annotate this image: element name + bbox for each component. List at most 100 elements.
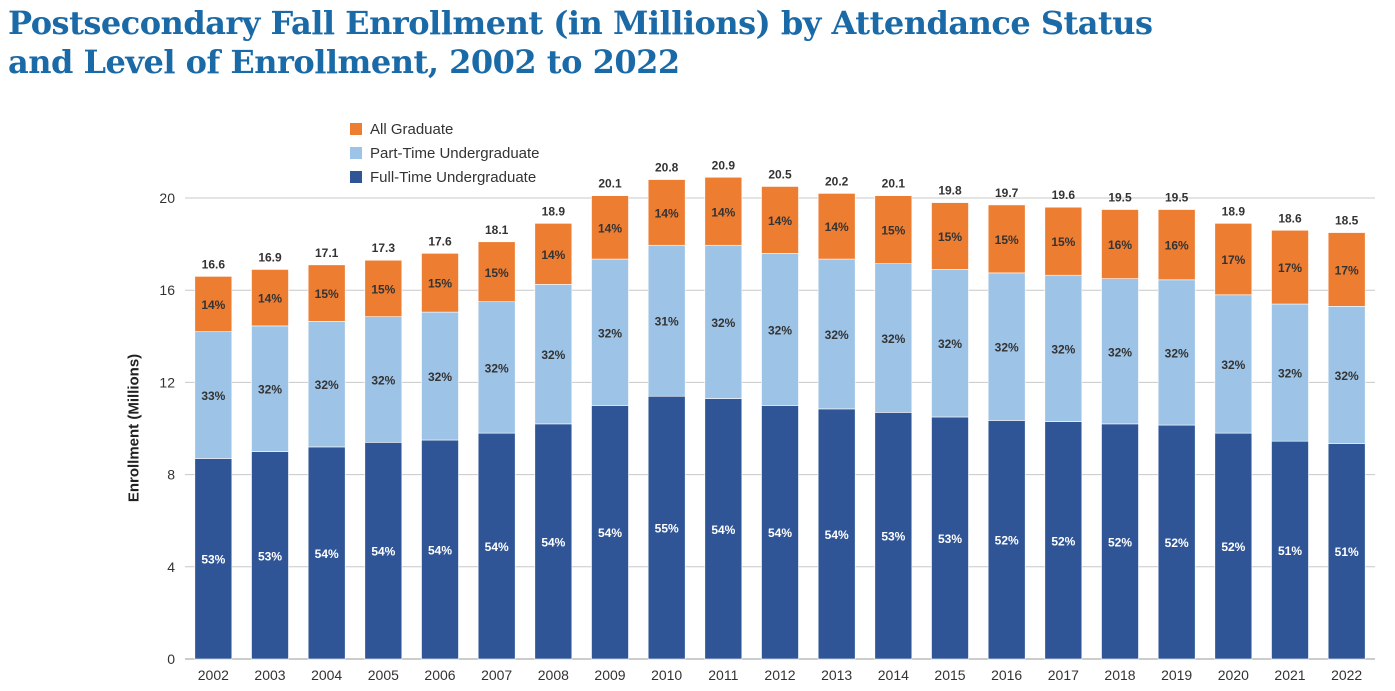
x-tick-label: 2004 xyxy=(311,667,342,683)
bar-part-time-undergraduate-2012 xyxy=(761,253,799,406)
bar-full-time-undergraduate-2004 xyxy=(307,446,346,660)
bar-part-time-undergraduate-2005 xyxy=(364,316,403,443)
x-tick-label: 2011 xyxy=(708,667,738,683)
data-label-part-time-undergraduate: 32% xyxy=(881,332,905,346)
bar-part-time-undergraduate-2022 xyxy=(1327,306,1366,444)
total-label: 19.8 xyxy=(938,184,962,198)
x-tick-label: 2018 xyxy=(1104,667,1135,683)
total-label: 20.1 xyxy=(598,177,622,191)
bar-full-time-undergraduate-2005 xyxy=(364,442,403,660)
legend-item-full-time-undergraduate: Full-Time Undergraduate xyxy=(350,165,540,189)
y-axis-label: Enrollment (Millions) xyxy=(125,353,143,503)
total-label: 19.6 xyxy=(1052,188,1076,202)
data-label-full-time-undergraduate: 54% xyxy=(541,535,565,549)
data-label-all-graduate: 14% xyxy=(711,205,735,219)
bar-full-time-undergraduate-2019 xyxy=(1157,424,1196,660)
total-label: 17.1 xyxy=(315,246,339,260)
bar-full-time-undergraduate-2014 xyxy=(874,412,913,660)
data-label-part-time-undergraduate: 32% xyxy=(598,326,622,340)
bar-all-graduate-2014 xyxy=(874,195,913,264)
data-label-part-time-undergraduate: 32% xyxy=(768,323,792,337)
data-label-all-graduate: 15% xyxy=(1051,235,1075,249)
data-label-full-time-undergraduate: 54% xyxy=(485,540,509,554)
data-label-part-time-undergraduate: 32% xyxy=(315,378,339,392)
legend-label-part-time-undergraduate: Part-Time Undergraduate xyxy=(370,144,540,162)
data-label-full-time-undergraduate: 54% xyxy=(598,526,622,540)
data-label-all-graduate: 15% xyxy=(881,224,905,238)
data-label-all-graduate: 17% xyxy=(1335,263,1359,277)
bar-part-time-undergraduate-2019 xyxy=(1157,279,1196,426)
legend-swatch-part-time-undergraduate xyxy=(350,147,362,159)
x-tick-label: 2015 xyxy=(934,667,965,683)
bar-part-time-undergraduate-2020 xyxy=(1214,294,1253,434)
data-label-part-time-undergraduate: 32% xyxy=(995,341,1019,355)
data-label-part-time-undergraduate: 32% xyxy=(371,374,395,388)
bar-all-graduate-2021 xyxy=(1271,229,1309,305)
bar-full-time-undergraduate-2015 xyxy=(931,416,969,660)
bar-full-time-undergraduate-2006 xyxy=(421,439,459,660)
data-label-part-time-undergraduate: 32% xyxy=(1108,345,1132,359)
data-label-full-time-undergraduate: 53% xyxy=(881,530,905,544)
data-label-all-graduate: 14% xyxy=(541,248,565,262)
legend-label-full-time-undergraduate: Full-Time Undergraduate xyxy=(370,168,537,186)
data-label-part-time-undergraduate: 32% xyxy=(1335,369,1359,383)
y-tick-label: 16 xyxy=(159,282,175,298)
x-tick-label: 2008 xyxy=(538,667,569,683)
total-label: 19.5 xyxy=(1108,191,1132,205)
data-label-part-time-undergraduate: 32% xyxy=(938,337,962,351)
data-label-part-time-undergraduate: 32% xyxy=(825,328,849,342)
data-label-all-graduate: 14% xyxy=(201,298,225,312)
bar-part-time-undergraduate-2010 xyxy=(647,244,686,397)
total-label: 19.7 xyxy=(995,186,1019,200)
bar-full-time-undergraduate-2012 xyxy=(761,405,799,660)
data-label-full-time-undergraduate: 53% xyxy=(258,549,282,563)
bar-part-time-undergraduate-2017 xyxy=(1044,274,1083,422)
legend-swatch-full-time-undergraduate xyxy=(350,171,362,183)
total-label: 18.6 xyxy=(1278,211,1302,225)
chart-title-line-2: and Level of Enrollment, 2002 to 2022 xyxy=(8,43,680,81)
legend-item-part-time-undergraduate: Part-Time Undergraduate xyxy=(350,141,540,165)
bar-all-graduate-2008 xyxy=(534,223,573,285)
bar-all-graduate-2018 xyxy=(1101,209,1139,279)
y-tick-label: 20 xyxy=(159,190,175,206)
bar-part-time-undergraduate-2011 xyxy=(704,244,743,399)
data-label-full-time-undergraduate: 54% xyxy=(315,547,339,561)
bar-part-time-undergraduate-2008 xyxy=(534,284,573,425)
data-label-part-time-undergraduate: 32% xyxy=(711,316,735,330)
data-label-full-time-undergraduate: 54% xyxy=(768,526,792,540)
data-label-all-graduate: 15% xyxy=(428,277,452,291)
x-tick-label: 2019 xyxy=(1161,667,1192,683)
bar-all-graduate-2010 xyxy=(647,179,686,246)
legend-swatch-all-graduate xyxy=(350,123,362,135)
data-label-all-graduate: 14% xyxy=(768,214,792,228)
total-label: 18.1 xyxy=(485,223,509,237)
y-tick-label: 4 xyxy=(167,559,175,575)
x-tick-label: 2012 xyxy=(764,667,795,683)
x-tick-label: 2017 xyxy=(1048,667,1079,683)
data-label-part-time-undergraduate: 33% xyxy=(201,389,225,403)
data-label-full-time-undergraduate: 54% xyxy=(711,523,735,537)
data-label-full-time-undergraduate: 52% xyxy=(1051,534,1075,548)
data-label-full-time-undergraduate: 54% xyxy=(825,528,849,542)
bar-full-time-undergraduate-2007 xyxy=(477,432,516,660)
data-label-full-time-undergraduate: 52% xyxy=(1165,536,1189,550)
bar-full-time-undergraduate-2009 xyxy=(591,405,629,660)
data-label-all-graduate: 15% xyxy=(485,266,509,280)
data-label-all-graduate: 17% xyxy=(1278,261,1302,275)
x-tick-label: 2003 xyxy=(254,667,285,683)
bar-part-time-undergraduate-2002 xyxy=(194,331,233,459)
bar-part-time-undergraduate-2006 xyxy=(421,311,459,441)
data-label-full-time-undergraduate: 53% xyxy=(938,532,962,546)
data-label-part-time-undergraduate: 32% xyxy=(1165,346,1189,360)
bar-full-time-undergraduate-2013 xyxy=(817,408,856,660)
data-label-all-graduate: 14% xyxy=(258,292,282,306)
data-label-part-time-undergraduate: 32% xyxy=(1051,342,1075,356)
bar-all-graduate-2005 xyxy=(364,259,403,318)
bar-all-graduate-2007 xyxy=(477,241,516,303)
x-tick-label: 2005 xyxy=(368,667,399,683)
x-tick-label: 2009 xyxy=(594,667,625,683)
total-label: 20.2 xyxy=(825,174,849,188)
x-tick-label: 2002 xyxy=(198,667,229,683)
data-label-all-graduate: 14% xyxy=(598,221,622,235)
chart-title-line-1: Postsecondary Fall Enrollment (in Millio… xyxy=(8,4,1153,42)
